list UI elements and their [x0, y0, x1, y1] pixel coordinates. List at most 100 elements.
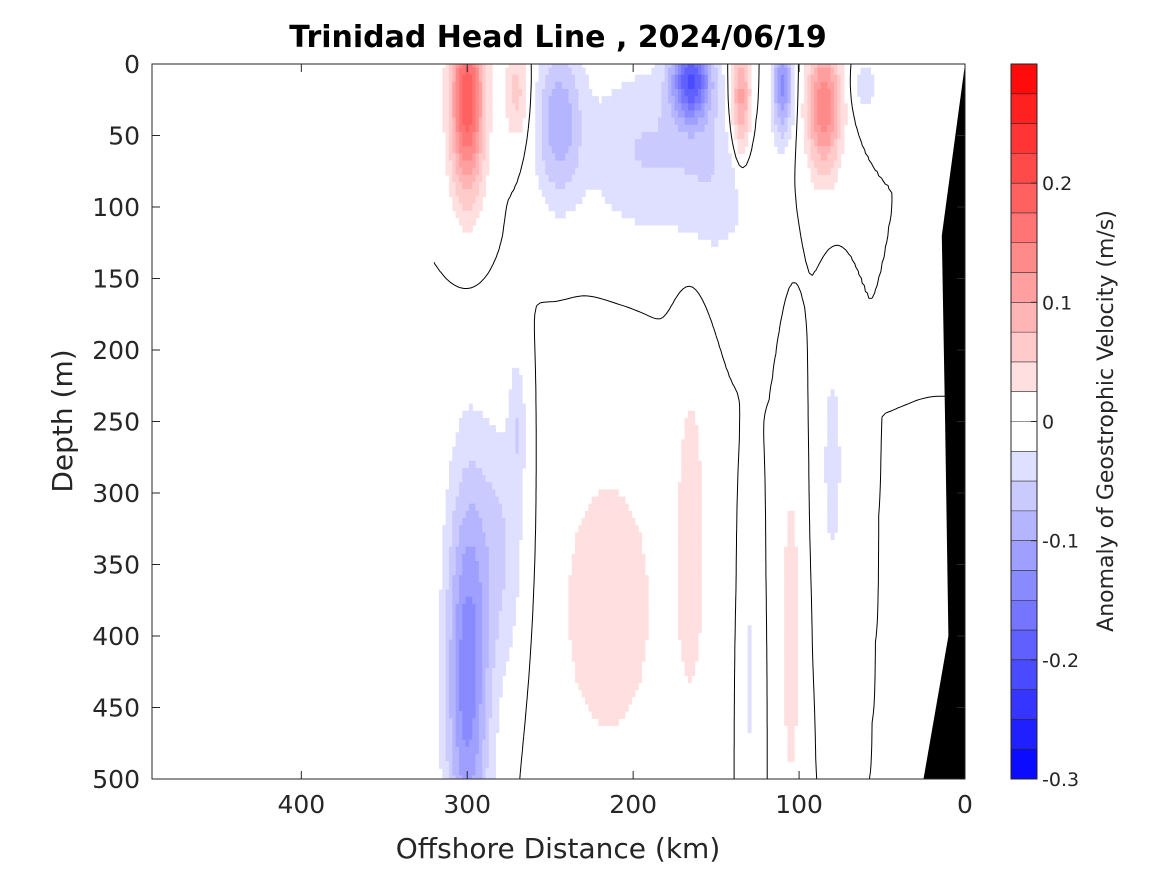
field-cell [575, 89, 580, 97]
field-cell [687, 89, 692, 97]
field-cell [518, 446, 523, 455]
field-cell [668, 103, 672, 112]
field-cell [787, 732, 792, 741]
field-cell [614, 96, 619, 104]
field-cell [714, 210, 719, 219]
field-cell [691, 553, 696, 562]
field-cell [820, 117, 825, 126]
field-cell [455, 439, 460, 448]
field-cell [641, 160, 646, 169]
field-cell [628, 689, 633, 698]
field-cell [684, 153, 689, 162]
field-cell [515, 503, 520, 512]
field-cell [485, 582, 490, 591]
field-cell [458, 67, 463, 76]
field-cell [515, 432, 520, 440]
field-cell [445, 67, 450, 76]
field-cell [458, 167, 463, 176]
field-cell [631, 689, 636, 698]
colorbar-segment [1011, 421, 1037, 452]
field-cell [840, 96, 845, 104]
field-cell [462, 196, 467, 205]
field-cell [575, 81, 580, 90]
field-cell [442, 739, 447, 748]
field-cell [628, 203, 633, 212]
field-cell [458, 553, 463, 562]
field-cell [541, 117, 546, 126]
field-cell [741, 139, 745, 147]
field-cell [807, 81, 812, 90]
field-cell [462, 746, 467, 755]
field-cell [485, 625, 490, 634]
field-cell [671, 103, 676, 112]
field-cell [774, 74, 779, 83]
field-cell [558, 131, 563, 140]
field-cell [488, 696, 493, 705]
field-cell [448, 689, 453, 698]
field-cell [502, 560, 507, 569]
field-cell [681, 575, 686, 583]
field-cell [830, 74, 835, 83]
field-cell [458, 625, 463, 634]
field-cell [624, 632, 629, 641]
field-cell [681, 89, 686, 97]
field-cell [684, 489, 689, 498]
field-cell [628, 117, 633, 126]
field-cell [644, 181, 649, 190]
field-cell [694, 425, 699, 433]
field-cell [485, 153, 490, 162]
field-cell [784, 110, 789, 119]
field-cell [648, 189, 653, 197]
field-cell [618, 174, 623, 183]
field-cell [575, 639, 580, 648]
field-cell [817, 160, 822, 169]
field-cell [472, 489, 477, 498]
field-cell [492, 489, 497, 498]
field-cell [581, 653, 586, 662]
field-cell [608, 546, 613, 555]
field-cell [614, 117, 619, 126]
field-cell [604, 675, 609, 684]
field-cell [704, 224, 709, 233]
field-cell [677, 489, 682, 498]
field-cell [684, 467, 689, 476]
field-cell [827, 81, 832, 90]
field-cell [445, 96, 450, 104]
field-cell [502, 603, 507, 612]
field-cell [790, 575, 795, 583]
field-cell [512, 546, 516, 555]
field-cell [485, 67, 490, 76]
field-cell [448, 67, 453, 76]
field-cell [794, 625, 799, 634]
field-cell [624, 181, 629, 190]
field-cell [681, 67, 686, 76]
field-cell [830, 475, 835, 483]
field-cell [794, 703, 799, 712]
field-cell [621, 124, 626, 133]
field-cell [472, 553, 477, 562]
field-cell [462, 146, 467, 154]
field-cell [737, 64, 742, 69]
field-cell [445, 589, 450, 598]
field-cell [538, 103, 543, 112]
field-cell [644, 196, 649, 205]
field-cell [462, 553, 467, 562]
field-cell [488, 618, 493, 626]
y-tick-label: 350 [92, 551, 140, 580]
field-cell [840, 131, 845, 140]
field-cell [502, 467, 507, 476]
field-cell [668, 67, 672, 76]
field-cell [598, 103, 603, 112]
field-cell [442, 753, 447, 762]
field-cell [458, 467, 463, 476]
field-cell [747, 675, 752, 684]
field-cell [588, 546, 593, 555]
field-cell [787, 589, 792, 598]
field-cell [618, 131, 623, 140]
field-cell [867, 67, 872, 76]
field-cell [684, 160, 689, 169]
field-cell [810, 96, 815, 104]
field-cell [608, 553, 613, 562]
field-cell [830, 446, 835, 455]
field-cell [810, 124, 815, 133]
